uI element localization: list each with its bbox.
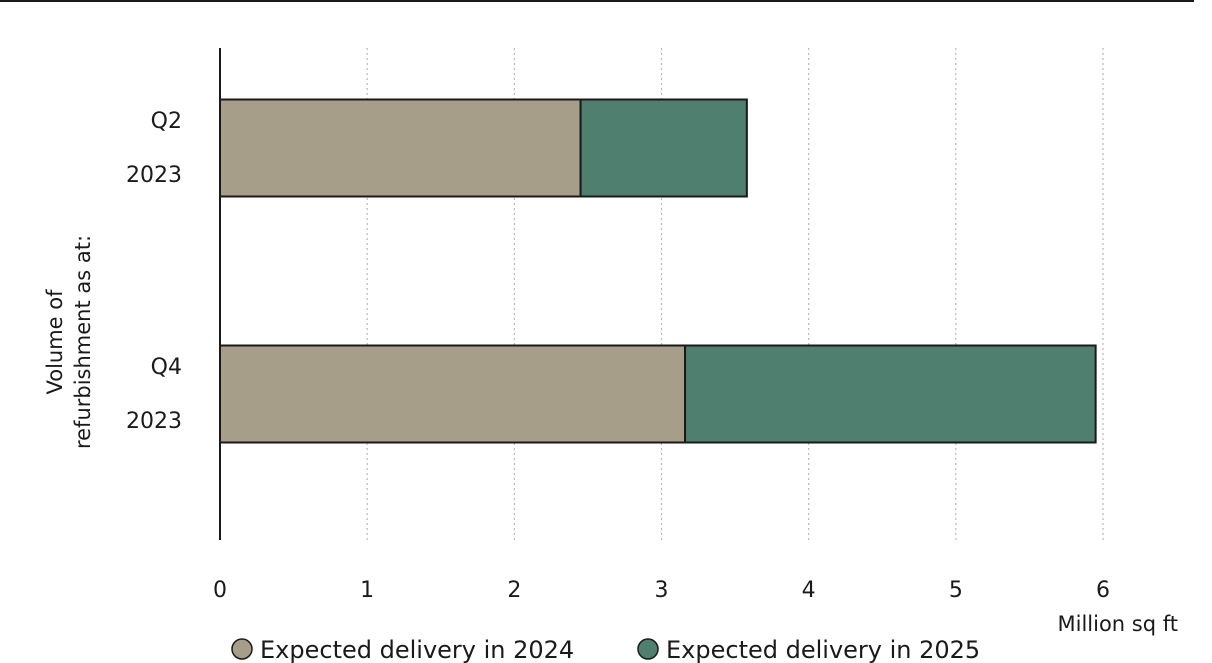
category-label: Q2 (151, 109, 182, 134)
category-label: 2023 (126, 409, 182, 434)
x-tick-label: 4 (802, 578, 816, 603)
bar-segment (684, 344, 1097, 444)
x-tick-label: 3 (655, 578, 669, 603)
legend-label: Expected delivery in 2024 (260, 636, 574, 663)
legend: Expected delivery in 2024 Expected delive… (231, 636, 980, 663)
x-axis-title: Million sq ft (1058, 612, 1179, 636)
x-tick-label: 6 (1096, 578, 1110, 603)
top-rule (0, 0, 1194, 2)
legend-label: Expected delivery in 2025 (666, 636, 980, 663)
category-labels: Q2 2023 Q4 2023 (126, 109, 182, 434)
y-axis-title: Volume of refurbishment as at: (43, 235, 95, 449)
bar-segment (219, 344, 687, 444)
y-axis-title-line: Volume of (43, 289, 67, 395)
bars (219, 98, 1097, 444)
x-tick-label: 0 (213, 578, 227, 603)
x-tick-label: 2 (507, 578, 521, 603)
category-label: Q4 (151, 355, 182, 380)
category-label: 2023 (126, 163, 182, 188)
legend-item: Expected delivery in 2025 (637, 636, 980, 663)
x-tick-label: 1 (360, 578, 374, 603)
legend-item: Expected delivery in 2024 (231, 636, 574, 663)
x-tick-label: 5 (949, 578, 963, 603)
legend-swatch (637, 638, 659, 660)
bar-segment (579, 98, 748, 198)
legend-swatch (231, 638, 253, 660)
x-tick-labels: 0 1 2 3 4 5 6 (213, 578, 1110, 603)
y-axis-title-line: refurbishment as at: (71, 235, 95, 449)
bar-segment (219, 98, 582, 198)
